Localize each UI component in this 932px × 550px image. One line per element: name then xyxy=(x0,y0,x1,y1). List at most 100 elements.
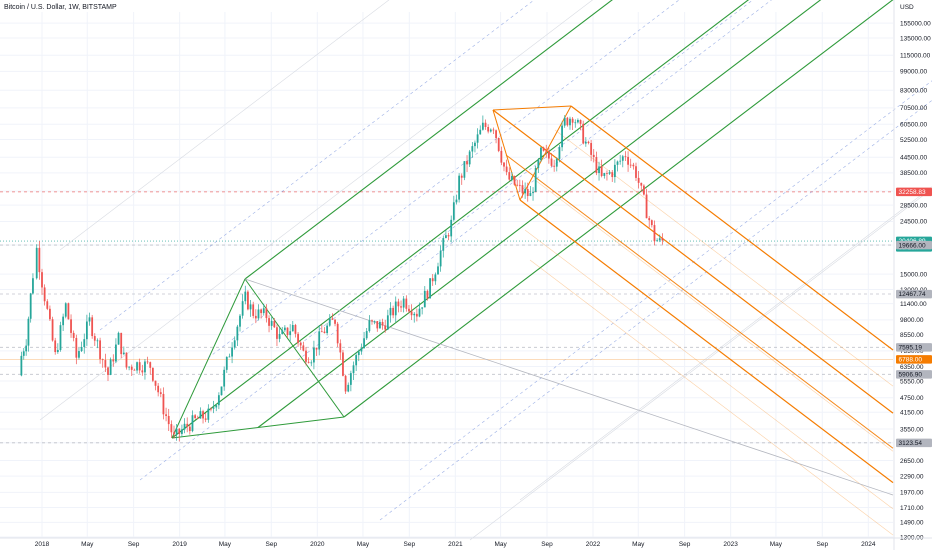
candle-body xyxy=(199,411,202,419)
candle-body xyxy=(170,424,173,433)
price-badge-label: 6788.00 xyxy=(899,357,923,364)
candle-body xyxy=(72,332,75,338)
candle-body xyxy=(392,307,395,316)
candle-body xyxy=(429,278,431,299)
price-badge-label: 12467.74 xyxy=(899,291,926,298)
candle-body xyxy=(547,151,550,159)
y-tick-label: 2650.00 xyxy=(900,458,924,465)
x-tick-label: 2022 xyxy=(586,541,601,548)
y-tick-label: 60500.00 xyxy=(900,122,927,129)
candle-body xyxy=(217,395,220,406)
candle-body xyxy=(402,298,405,308)
pitchfork-green-extension xyxy=(419,80,932,471)
candle-body xyxy=(611,172,614,178)
candle-body xyxy=(405,298,408,309)
candle-body xyxy=(122,352,125,355)
candle-body xyxy=(223,369,226,387)
candle-body xyxy=(27,318,30,346)
candle-body xyxy=(513,176,516,185)
candle-body xyxy=(315,347,318,350)
candle-body xyxy=(128,366,131,368)
candle-body xyxy=(347,384,350,392)
candle-body xyxy=(339,343,342,353)
pitchfork-orange-line xyxy=(534,179,894,452)
candle-body xyxy=(286,327,289,336)
y-tick-label: 99000.00 xyxy=(900,69,927,76)
candle-body xyxy=(334,319,336,324)
candle-body xyxy=(400,306,402,308)
candle-body xyxy=(326,325,329,334)
candle-body xyxy=(466,161,468,165)
candle-body xyxy=(410,311,413,316)
candle-body xyxy=(381,321,384,326)
candle-body xyxy=(616,161,619,165)
y-tick-label: 24500.00 xyxy=(900,219,927,226)
candle-body xyxy=(125,352,128,368)
candle-body xyxy=(579,119,582,124)
candle-body xyxy=(181,429,183,434)
candles xyxy=(20,115,664,442)
candle-body xyxy=(157,385,160,393)
y-tick-label: 15000.00 xyxy=(900,271,927,278)
price-badge xyxy=(896,187,932,197)
candle-body xyxy=(592,154,595,158)
candle-body xyxy=(331,318,334,320)
pitchfork-green-handle xyxy=(171,278,246,439)
candle-body xyxy=(458,175,461,200)
candle-body xyxy=(455,199,458,203)
pitchfork-green-median xyxy=(257,0,822,428)
candle-body xyxy=(265,308,268,319)
candle-body xyxy=(434,274,437,282)
candle-body xyxy=(178,428,181,434)
candle-body xyxy=(442,238,445,251)
candle-body xyxy=(173,432,175,435)
candle-body xyxy=(648,218,651,221)
y-tick-label: 4750.00 xyxy=(900,395,924,402)
candle-body xyxy=(273,320,276,328)
candle-body xyxy=(133,369,136,371)
candle-body xyxy=(408,308,410,312)
candle-body xyxy=(584,141,587,144)
candle-body xyxy=(365,331,368,339)
pitchfork-green-extension xyxy=(99,0,535,331)
y-tick-label: 2290.00 xyxy=(900,473,924,480)
pitchfork-green-guide xyxy=(469,188,932,541)
candle-body xyxy=(595,157,598,174)
candle-body xyxy=(59,325,62,350)
candle-body xyxy=(130,366,133,370)
candle-body xyxy=(389,307,392,316)
candle-body xyxy=(600,166,603,176)
pitchfork-green-handle xyxy=(244,278,345,418)
y-axis: 155000.00 135000.00 115000.00 99000.00 83000… xyxy=(893,0,931,550)
candle-body xyxy=(294,324,297,334)
candle-body xyxy=(481,122,484,130)
pitchfork-orange-line xyxy=(570,105,894,351)
pitchfork-green-extension xyxy=(294,0,754,349)
x-tick-label: Sep xyxy=(679,541,691,548)
x-axis: 2018 May Sep 2019 May Sep 2020 May Sep 2021 May Sep… xyxy=(0,537,932,548)
candle-body xyxy=(41,272,43,288)
candle-body xyxy=(431,278,434,282)
candle-body xyxy=(289,331,292,336)
candle-body xyxy=(283,327,286,331)
candle-body xyxy=(207,408,210,420)
candle-body xyxy=(532,191,534,194)
candle-body xyxy=(550,158,553,166)
x-tick-label: 2019 xyxy=(172,541,187,548)
candle-body xyxy=(524,189,527,194)
candle-body xyxy=(32,278,34,294)
candle-body xyxy=(582,123,585,144)
candle-body xyxy=(225,356,228,370)
candle-body xyxy=(67,303,70,320)
candle-body xyxy=(154,380,157,386)
candle-body xyxy=(310,362,313,364)
candle-body xyxy=(379,321,381,329)
candle-body xyxy=(202,411,204,419)
candle-body xyxy=(46,301,49,309)
candle-body xyxy=(104,360,107,368)
price-badge xyxy=(896,343,932,352)
candle-body xyxy=(529,193,532,197)
candle-body xyxy=(613,164,616,178)
candle-body xyxy=(96,340,99,342)
